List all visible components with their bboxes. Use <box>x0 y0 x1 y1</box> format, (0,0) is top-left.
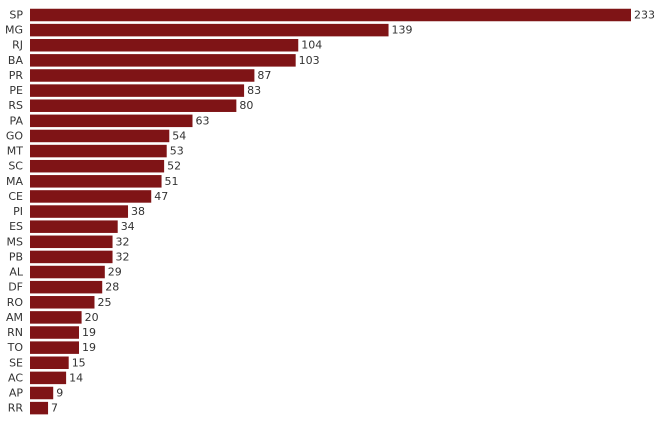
value-label: 15 <box>72 356 86 369</box>
value-label: 32 <box>116 235 130 248</box>
bar <box>30 144 167 158</box>
category-label: PI <box>13 205 23 218</box>
value-label: 54 <box>172 129 186 142</box>
category-label: MS <box>7 235 23 248</box>
value-label: 28 <box>105 281 119 294</box>
value-label: 7 <box>51 402 58 415</box>
bar <box>30 371 67 385</box>
bar <box>30 54 296 67</box>
category-label: AM <box>6 311 23 324</box>
category-label: GO <box>6 129 24 142</box>
value-label: 19 <box>82 326 96 339</box>
bar <box>30 250 113 264</box>
value-label: 80 <box>239 99 253 112</box>
bar <box>30 296 95 309</box>
bar <box>30 326 80 339</box>
category-label: SE <box>9 356 23 369</box>
value-label: 83 <box>247 84 261 97</box>
value-label: 19 <box>82 341 96 354</box>
bar <box>30 265 105 279</box>
category-label: AL <box>9 266 24 279</box>
value-label: 25 <box>97 296 111 309</box>
value-label: 34 <box>121 220 135 233</box>
bar <box>30 84 245 97</box>
bar <box>30 129 170 143</box>
value-label: 63 <box>196 114 210 127</box>
category-label: PA <box>10 114 24 127</box>
category-label: MT <box>7 145 23 158</box>
category-label: ES <box>9 220 23 233</box>
category-label: SC <box>8 160 23 173</box>
bar <box>30 205 129 218</box>
value-label: 20 <box>85 311 99 324</box>
category-label: PE <box>9 84 23 97</box>
bar <box>30 235 113 249</box>
bar <box>30 159 165 173</box>
category-label: SP <box>9 9 23 22</box>
value-label: 9 <box>56 387 63 400</box>
bar <box>30 280 103 294</box>
bar <box>30 175 162 188</box>
value-label: 53 <box>170 145 184 158</box>
category-label: RJ <box>12 39 23 52</box>
bar <box>30 190 152 203</box>
value-label: 51 <box>165 175 179 188</box>
value-label: 87 <box>257 69 271 82</box>
category-label: RO <box>7 296 24 309</box>
bar <box>30 401 49 415</box>
value-label: 29 <box>108 266 122 279</box>
category-label: MA <box>6 175 23 188</box>
category-label: AC <box>8 371 23 384</box>
bar <box>30 341 80 354</box>
category-label: AP <box>9 387 24 400</box>
value-label: 103 <box>299 54 320 67</box>
value-label: 32 <box>116 250 130 263</box>
bar <box>30 99 237 112</box>
value-label: 38 <box>131 205 145 218</box>
category-label: DF <box>8 281 23 294</box>
category-label: MG <box>5 24 23 37</box>
value-label: 233 <box>634 9 655 22</box>
bar <box>30 311 82 324</box>
category-label: BA <box>8 54 24 67</box>
bar <box>30 69 255 82</box>
category-label: RR <box>8 402 24 415</box>
value-label: 139 <box>392 24 413 37</box>
bar <box>30 386 54 400</box>
bar <box>30 356 69 370</box>
bar <box>30 114 193 128</box>
category-label: RS <box>8 99 23 112</box>
value-label: 14 <box>69 371 83 384</box>
category-label: RN <box>7 326 23 339</box>
value-label: 52 <box>167 160 181 173</box>
bar <box>30 38 299 52</box>
category-label: PB <box>9 250 23 263</box>
value-label: 47 <box>154 190 168 203</box>
bar <box>30 220 118 233</box>
category-label: TO <box>7 341 24 354</box>
category-label: CE <box>8 190 23 203</box>
category-label: PR <box>9 69 24 82</box>
bar <box>30 23 389 37</box>
value-label: 104 <box>301 39 322 52</box>
bar <box>30 8 631 22</box>
